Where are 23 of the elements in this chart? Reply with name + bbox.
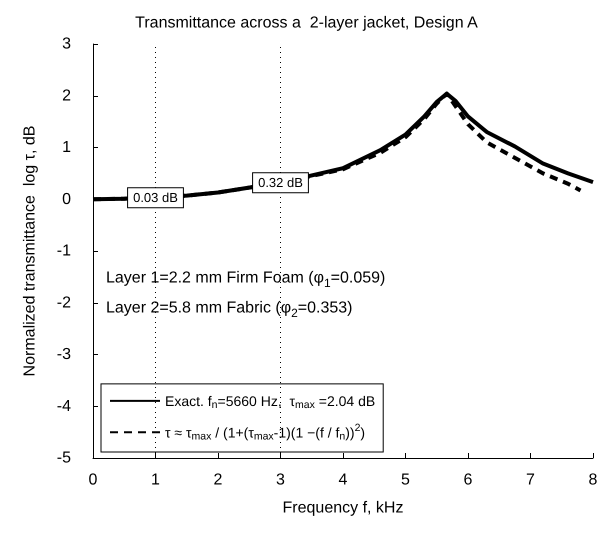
x-tick-label: 7 bbox=[526, 472, 536, 488]
x-tick-label: 8 bbox=[588, 472, 598, 488]
x-tick-label: 2 bbox=[214, 472, 223, 488]
annotation: 0.32 dB bbox=[258, 175, 303, 190]
y-tick-label: -5 bbox=[56, 450, 72, 466]
y-tick-label: 1 bbox=[62, 139, 72, 156]
x-tick-label: 3 bbox=[276, 472, 286, 488]
x-tick-label: 5 bbox=[401, 472, 410, 488]
x-tick-label: 6 bbox=[464, 472, 473, 488]
y-tick-label: 3 bbox=[62, 36, 72, 52]
y-tick-label: -2 bbox=[56, 294, 72, 312]
y-tick-label: -4 bbox=[56, 398, 72, 415]
x-tick-label: 1 bbox=[151, 472, 160, 488]
y-tick-label: -1 bbox=[56, 242, 72, 260]
y-tick-label: 0 bbox=[62, 190, 72, 208]
y-tick-label: 2 bbox=[62, 87, 72, 104]
y-axis-title: Normalized transmittance log τ, dB bbox=[22, 126, 38, 376]
x-axis-title: Frequency f, kHz bbox=[282, 500, 404, 516]
annotation: 0.03 dB bbox=[133, 190, 178, 206]
chart-title: Transmittance across a 2-layer jacket, Design A bbox=[135, 14, 478, 32]
y-tick-label: -3 bbox=[56, 346, 72, 363]
x-tick-label: 4 bbox=[338, 472, 348, 488]
x-tick-label: 0 bbox=[88, 472, 98, 488]
